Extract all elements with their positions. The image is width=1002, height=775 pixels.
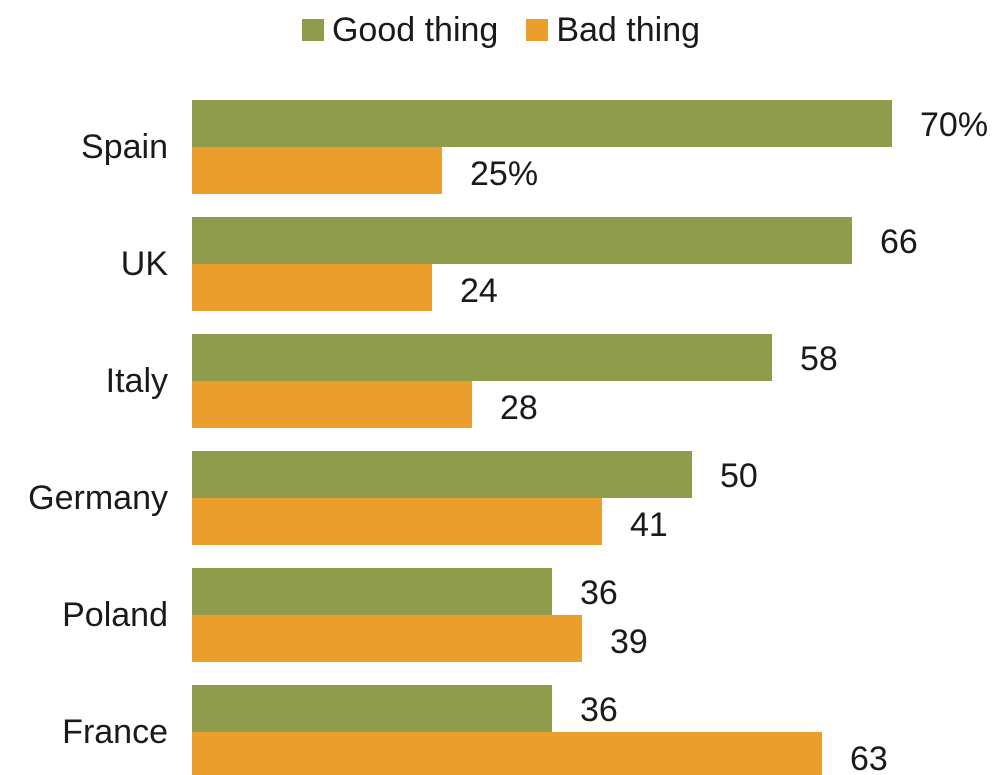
category-label-germany: Germany [28, 479, 168, 517]
legend-label-bad: Bad thing [556, 10, 701, 49]
legend-item-good: Good thing [301, 10, 499, 50]
bar-bad-france [192, 732, 822, 775]
value-label-bad-germany: 41 [630, 506, 668, 544]
legend-swatch-bad [526, 19, 549, 41]
legend-item-bad: Bad thing [526, 11, 700, 50]
bar-good-poland [192, 568, 552, 615]
bar-bad-italy [192, 381, 472, 428]
value-label-good-france: 36 [580, 691, 618, 729]
category-label-spain: Spain [81, 128, 168, 166]
bar-good-uk [192, 217, 852, 264]
legend-swatch-good [301, 19, 324, 41]
bar-good-spain [192, 100, 892, 147]
value-label-bad-poland: 39 [610, 623, 648, 661]
value-label-good-uk: 66 [880, 223, 918, 261]
bar-bad-poland [192, 615, 582, 662]
bar-good-italy [192, 334, 772, 381]
category-label-poland: Poland [62, 596, 168, 634]
value-label-bad-italy: 28 [500, 389, 538, 427]
value-label-good-poland: 36 [580, 574, 618, 612]
value-label-good-germany: 50 [720, 457, 758, 495]
value-label-good-spain: 70% [920, 106, 988, 144]
bar-good-germany [192, 451, 692, 498]
category-label-uk: UK [121, 245, 169, 283]
bar-good-france [192, 685, 552, 732]
category-label-france: France [62, 713, 168, 751]
chart-legend: Good thing Bad thing [0, 8, 1002, 52]
value-label-bad-uk: 24 [460, 272, 498, 310]
legend-label-good: Good thing [331, 10, 499, 49]
bar-bad-spain [192, 147, 442, 194]
value-label-good-italy: 58 [800, 340, 838, 378]
value-label-bad-france: 63 [850, 740, 888, 775]
category-label-italy: Italy [106, 362, 168, 400]
bar-bad-germany [192, 498, 602, 545]
bar-bad-uk [192, 264, 432, 311]
value-label-bad-spain: 25% [470, 155, 538, 193]
